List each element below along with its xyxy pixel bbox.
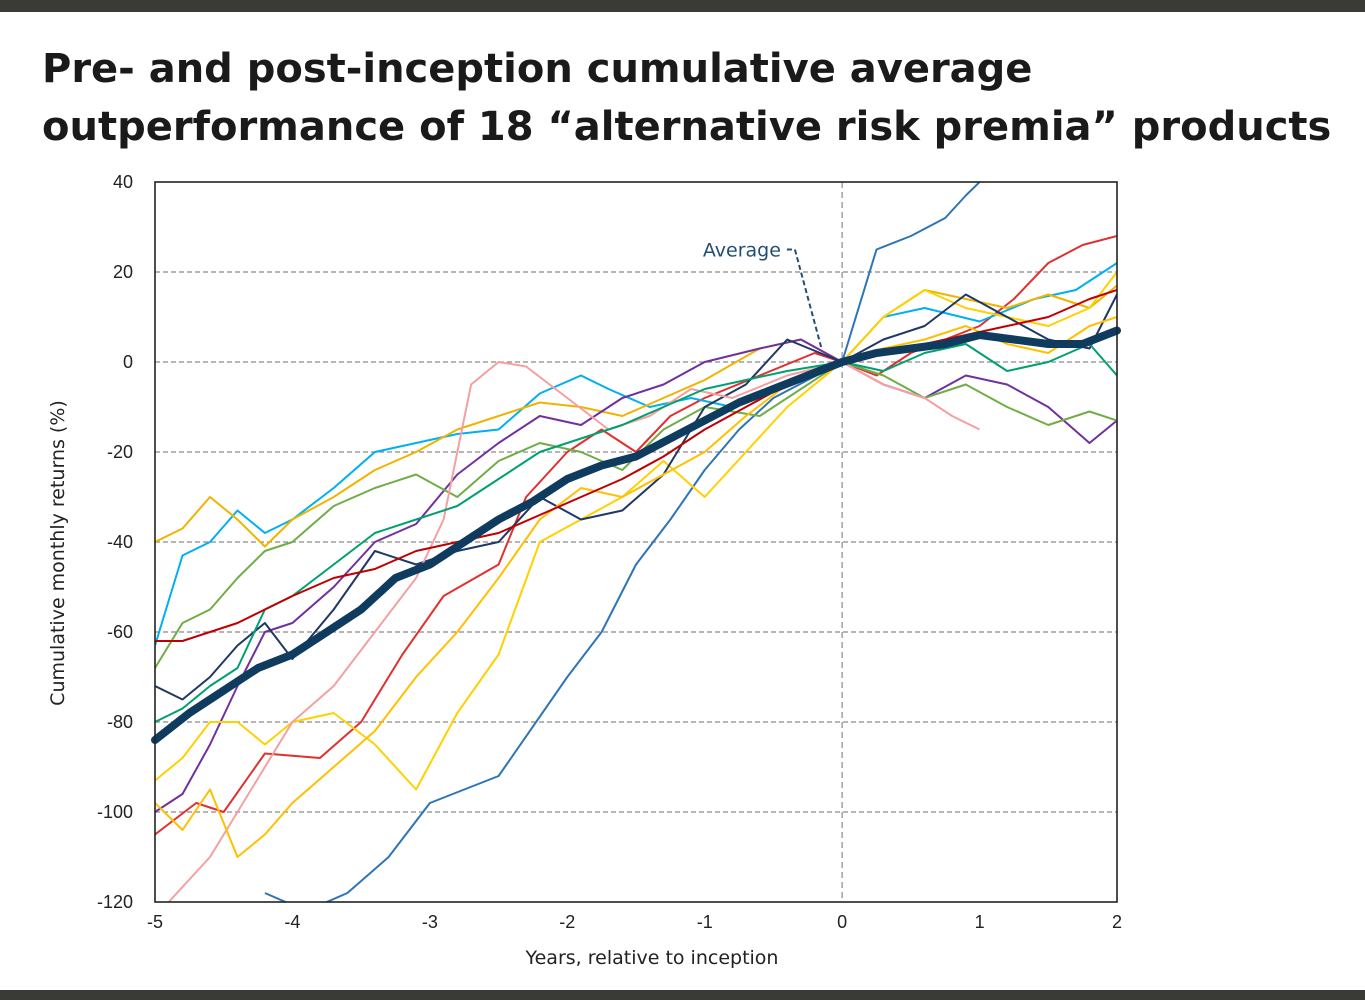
x-tick-label: -1 [697, 912, 713, 932]
slide: Pre- and post-inception cumulative avera… [0, 12, 1365, 990]
product-line [155, 293, 1117, 701]
y-tick-label: -20 [107, 442, 133, 462]
tick-labels: 40 20 0 -20 -40 -60 -80 -100 -120 -5 -4 -3 -2 -1 0 1 2 [97, 172, 1122, 932]
average-label: Average [703, 240, 781, 262]
product-line [155, 361, 1117, 669]
product-line [264, 182, 981, 902]
average-series [151, 326, 1121, 744]
x-tick-label: 2 [1112, 912, 1122, 932]
y-tick-label: -80 [107, 712, 133, 732]
x-axis-title: Years, relative to inception [525, 947, 779, 969]
plot-frame [154, 181, 1118, 903]
frame-top-bar [0, 0, 1365, 12]
product-line [155, 289, 1117, 642]
x-tick-label: -3 [422, 912, 438, 932]
y-tick-label: 0 [123, 352, 133, 372]
chart: 40 20 0 -20 -40 -60 -80 -100 -120 -5 -4 -3 -2 -1 0 1 2 Y… [47, 172, 1122, 969]
x-tick-label: 0 [837, 912, 847, 932]
y-tick-label: -120 [97, 892, 133, 912]
average-annotation: Average [703, 240, 823, 349]
average-leader-line [786, 248, 823, 349]
x-tick-label: -4 [284, 912, 300, 932]
product-line [155, 235, 1117, 836]
y-tick-label: -100 [97, 802, 133, 822]
y-tick-label: 40 [113, 172, 133, 192]
plot-border [154, 181, 1118, 903]
y-tick-label: -40 [107, 532, 133, 552]
product-line [155, 316, 1117, 858]
product-line [155, 262, 1117, 646]
slide-title: Pre- and post-inception cumulative avera… [42, 46, 1332, 150]
y-tick-label: -60 [107, 622, 133, 642]
gridlines [155, 182, 1117, 902]
frame-bottom-bar [0, 990, 1365, 1000]
average-line [151, 326, 1121, 744]
x-tick-label: -2 [559, 912, 575, 932]
x-tick-label: 1 [975, 912, 985, 932]
product-line [155, 271, 1117, 791]
y-axis-title: Cumulative monthly returns (%) [47, 400, 69, 706]
product-series [155, 182, 1117, 902]
y-tick-label: 20 [113, 262, 133, 282]
x-tick-label: -5 [147, 912, 163, 932]
product-line [155, 284, 1117, 548]
product-line [167, 361, 981, 902]
